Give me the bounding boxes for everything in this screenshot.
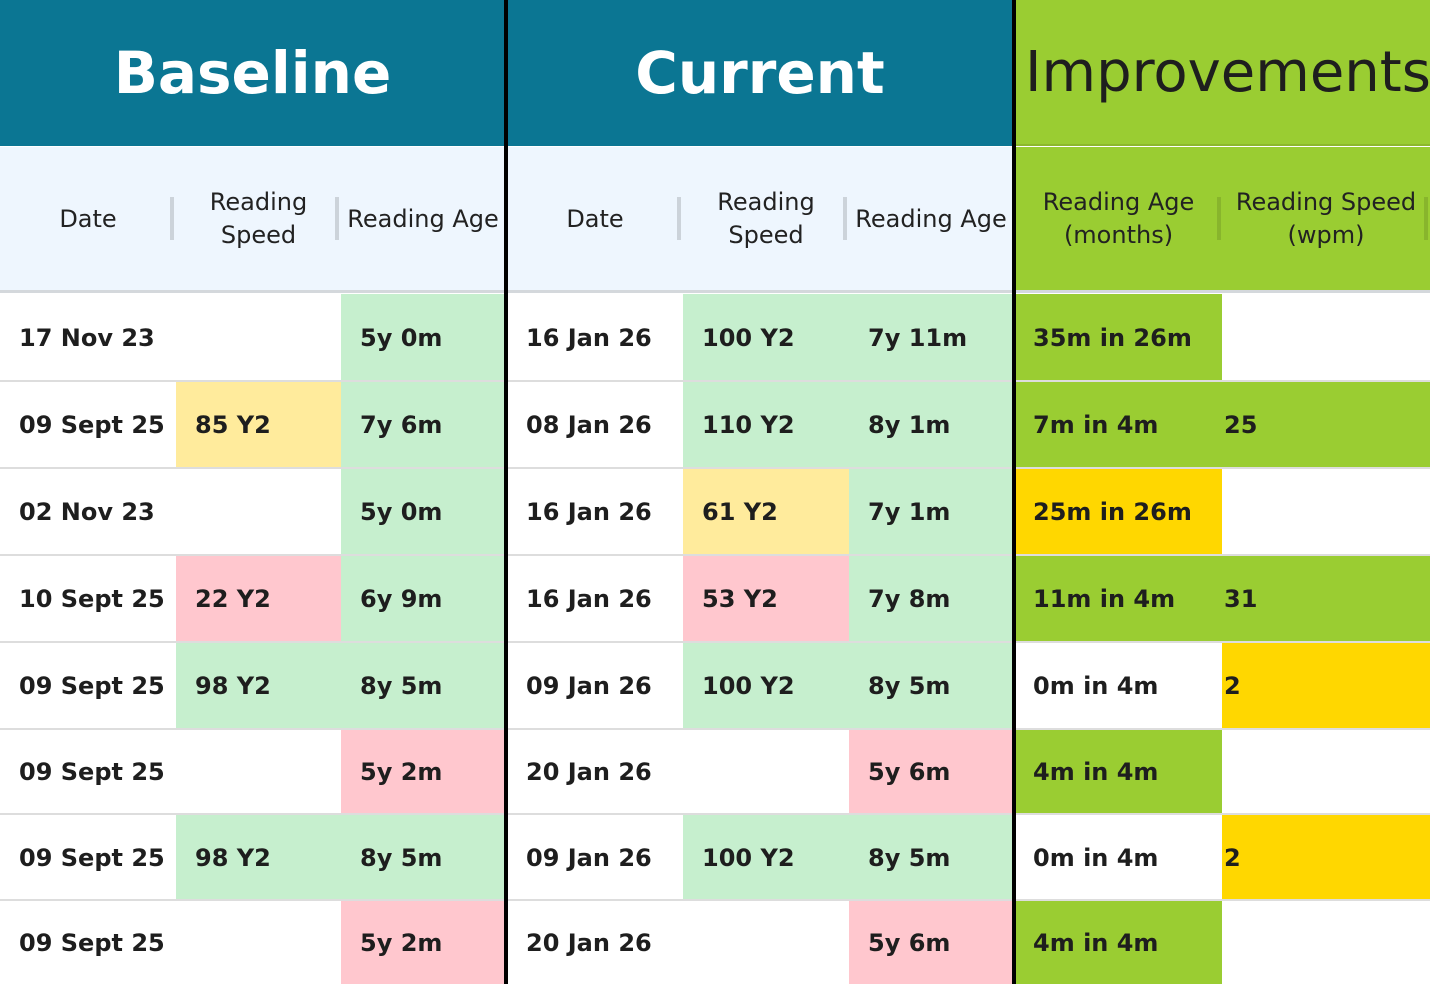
- cell-baseline-speed: [176, 901, 341, 984]
- cell-current-speed: 100 Y2: [683, 815, 849, 900]
- cell-current-age: 7y 1m: [849, 469, 1013, 555]
- cell-baseline-age: 8y 5m: [341, 815, 505, 900]
- cell-baseline-date: 02 Nov 23: [0, 469, 176, 555]
- column-header-improvement-speed[interactable]: Reading Speed (wpm): [1235, 188, 1417, 249]
- cell-improvement-speed: [1222, 730, 1430, 814]
- column-separator[interactable]: [1424, 197, 1428, 240]
- cell-baseline-speed: 22 Y2: [176, 556, 341, 642]
- cell-improvement-age: 4m in 4m: [1015, 901, 1222, 984]
- column-header-baseline-age[interactable]: Reading Age: [347, 204, 499, 233]
- row-divider: [0, 554, 1430, 556]
- baseline-header: Baseline: [0, 0, 505, 146]
- column-separator[interactable]: [335, 197, 339, 240]
- cell-baseline-date: 17 Nov 23: [0, 294, 176, 381]
- improvements-header: Improvements: [1015, 0, 1430, 146]
- column-separator[interactable]: [843, 197, 847, 240]
- column-header-improvement-age[interactable]: Reading Age (months): [1042, 188, 1195, 249]
- cell-baseline-speed: 98 Y2: [176, 643, 341, 729]
- cell-baseline-age: 8y 5m: [341, 643, 505, 729]
- cell-improvement-age: 25m in 26m: [1015, 469, 1222, 555]
- column-separator[interactable]: [170, 197, 174, 240]
- cell-baseline-age: 5y 0m: [341, 469, 505, 555]
- cell-baseline-speed: 98 Y2: [176, 815, 341, 900]
- cell-current-date: 16 Jan 26: [507, 469, 683, 555]
- cell-baseline-date: 09 Sept 25: [0, 382, 176, 468]
- cell-current-speed: 61 Y2: [683, 469, 849, 555]
- cell-improvement-speed: 25: [1222, 382, 1430, 468]
- cell-current-speed: [683, 901, 849, 984]
- cell-improvement-age: 0m in 4m: [1015, 815, 1222, 900]
- cell-baseline-age: 5y 2m: [341, 901, 505, 984]
- row-divider: [0, 813, 1430, 815]
- cell-current-age: 5y 6m: [849, 901, 1013, 984]
- cell-improvement-speed: [1222, 901, 1430, 984]
- cell-current-speed: 53 Y2: [683, 556, 849, 642]
- cell-improvement-speed: [1222, 469, 1430, 555]
- cell-current-age: 8y 1m: [849, 382, 1013, 468]
- cell-baseline-date: 09 Sept 25: [0, 643, 176, 729]
- cell-baseline-speed: [176, 730, 341, 814]
- cell-baseline-date: 09 Sept 25: [0, 901, 176, 984]
- cell-improvement-age: 7m in 4m: [1015, 382, 1222, 468]
- cell-baseline-speed: [176, 294, 341, 381]
- cell-improvement-age: 11m in 4m: [1015, 556, 1222, 642]
- cell-improvement-speed: 31: [1222, 556, 1430, 642]
- cell-improvement-speed: 2: [1222, 815, 1430, 900]
- section-divider: [1012, 0, 1016, 984]
- column-header-baseline-speed[interactable]: Reading Speed: [209, 188, 308, 249]
- baseline-subheader: Date Reading Speed Reading Age: [0, 147, 505, 291]
- row-divider: [0, 899, 1430, 901]
- current-header: Current: [507, 0, 1013, 146]
- cell-baseline-age: 5y 0m: [341, 294, 505, 381]
- row-divider: [0, 728, 1430, 730]
- column-header-baseline-date[interactable]: Date: [59, 204, 117, 233]
- cell-baseline-age: 5y 2m: [341, 730, 505, 814]
- cell-improvement-age: 0m in 4m: [1015, 643, 1222, 729]
- cell-improvement-age: 4m in 4m: [1015, 730, 1222, 814]
- cell-baseline-speed: 85 Y2: [176, 382, 341, 468]
- cell-current-age: 8y 5m: [849, 815, 1013, 900]
- cell-improvement-speed: 2: [1222, 643, 1430, 729]
- cell-current-date: 16 Jan 26: [507, 556, 683, 642]
- cell-current-age: 7y 8m: [849, 556, 1013, 642]
- column-separator[interactable]: [677, 197, 681, 240]
- cell-current-age: 7y 11m: [849, 294, 1013, 381]
- cell-current-speed: 100 Y2: [683, 294, 849, 381]
- cell-improvement-speed: [1222, 294, 1430, 381]
- column-header-current-age[interactable]: Reading Age: [855, 204, 1007, 233]
- section-divider: [504, 0, 508, 984]
- cell-baseline-date: 09 Sept 25: [0, 730, 176, 814]
- row-divider: [0, 290, 1430, 293]
- current-subheader: Date Reading Speed Reading Age: [507, 147, 1013, 291]
- cell-baseline-date: 10 Sept 25: [0, 556, 176, 642]
- cell-current-age: 5y 6m: [849, 730, 1013, 814]
- column-header-current-date[interactable]: Date: [566, 204, 624, 233]
- row-divider: [0, 380, 1430, 382]
- cell-improvement-age: 35m in 26m: [1015, 294, 1222, 381]
- cell-baseline-age: 7y 6m: [341, 382, 505, 468]
- column-separator[interactable]: [1217, 197, 1221, 240]
- cell-current-age: 8y 5m: [849, 643, 1013, 729]
- cell-current-date: 09 Jan 26: [507, 643, 683, 729]
- cell-current-date: 16 Jan 26: [507, 294, 683, 381]
- cell-current-speed: 110 Y2: [683, 382, 849, 468]
- cell-current-date: 08 Jan 26: [507, 382, 683, 468]
- improvements-subheader: Reading Age (months) Reading Speed (wpm): [1015, 147, 1430, 291]
- cell-current-date: 09 Jan 26: [507, 815, 683, 900]
- cell-current-date: 20 Jan 26: [507, 730, 683, 814]
- row-divider: [0, 641, 1430, 643]
- cell-baseline-date: 09 Sept 25: [0, 815, 176, 900]
- cell-current-date: 20 Jan 26: [507, 901, 683, 984]
- cell-current-speed: [683, 730, 849, 814]
- cell-current-speed: 100 Y2: [683, 643, 849, 729]
- cell-baseline-speed: [176, 469, 341, 555]
- row-divider: [0, 467, 1430, 469]
- column-header-current-speed[interactable]: Reading Speed: [717, 188, 815, 249]
- cell-baseline-age: 6y 9m: [341, 556, 505, 642]
